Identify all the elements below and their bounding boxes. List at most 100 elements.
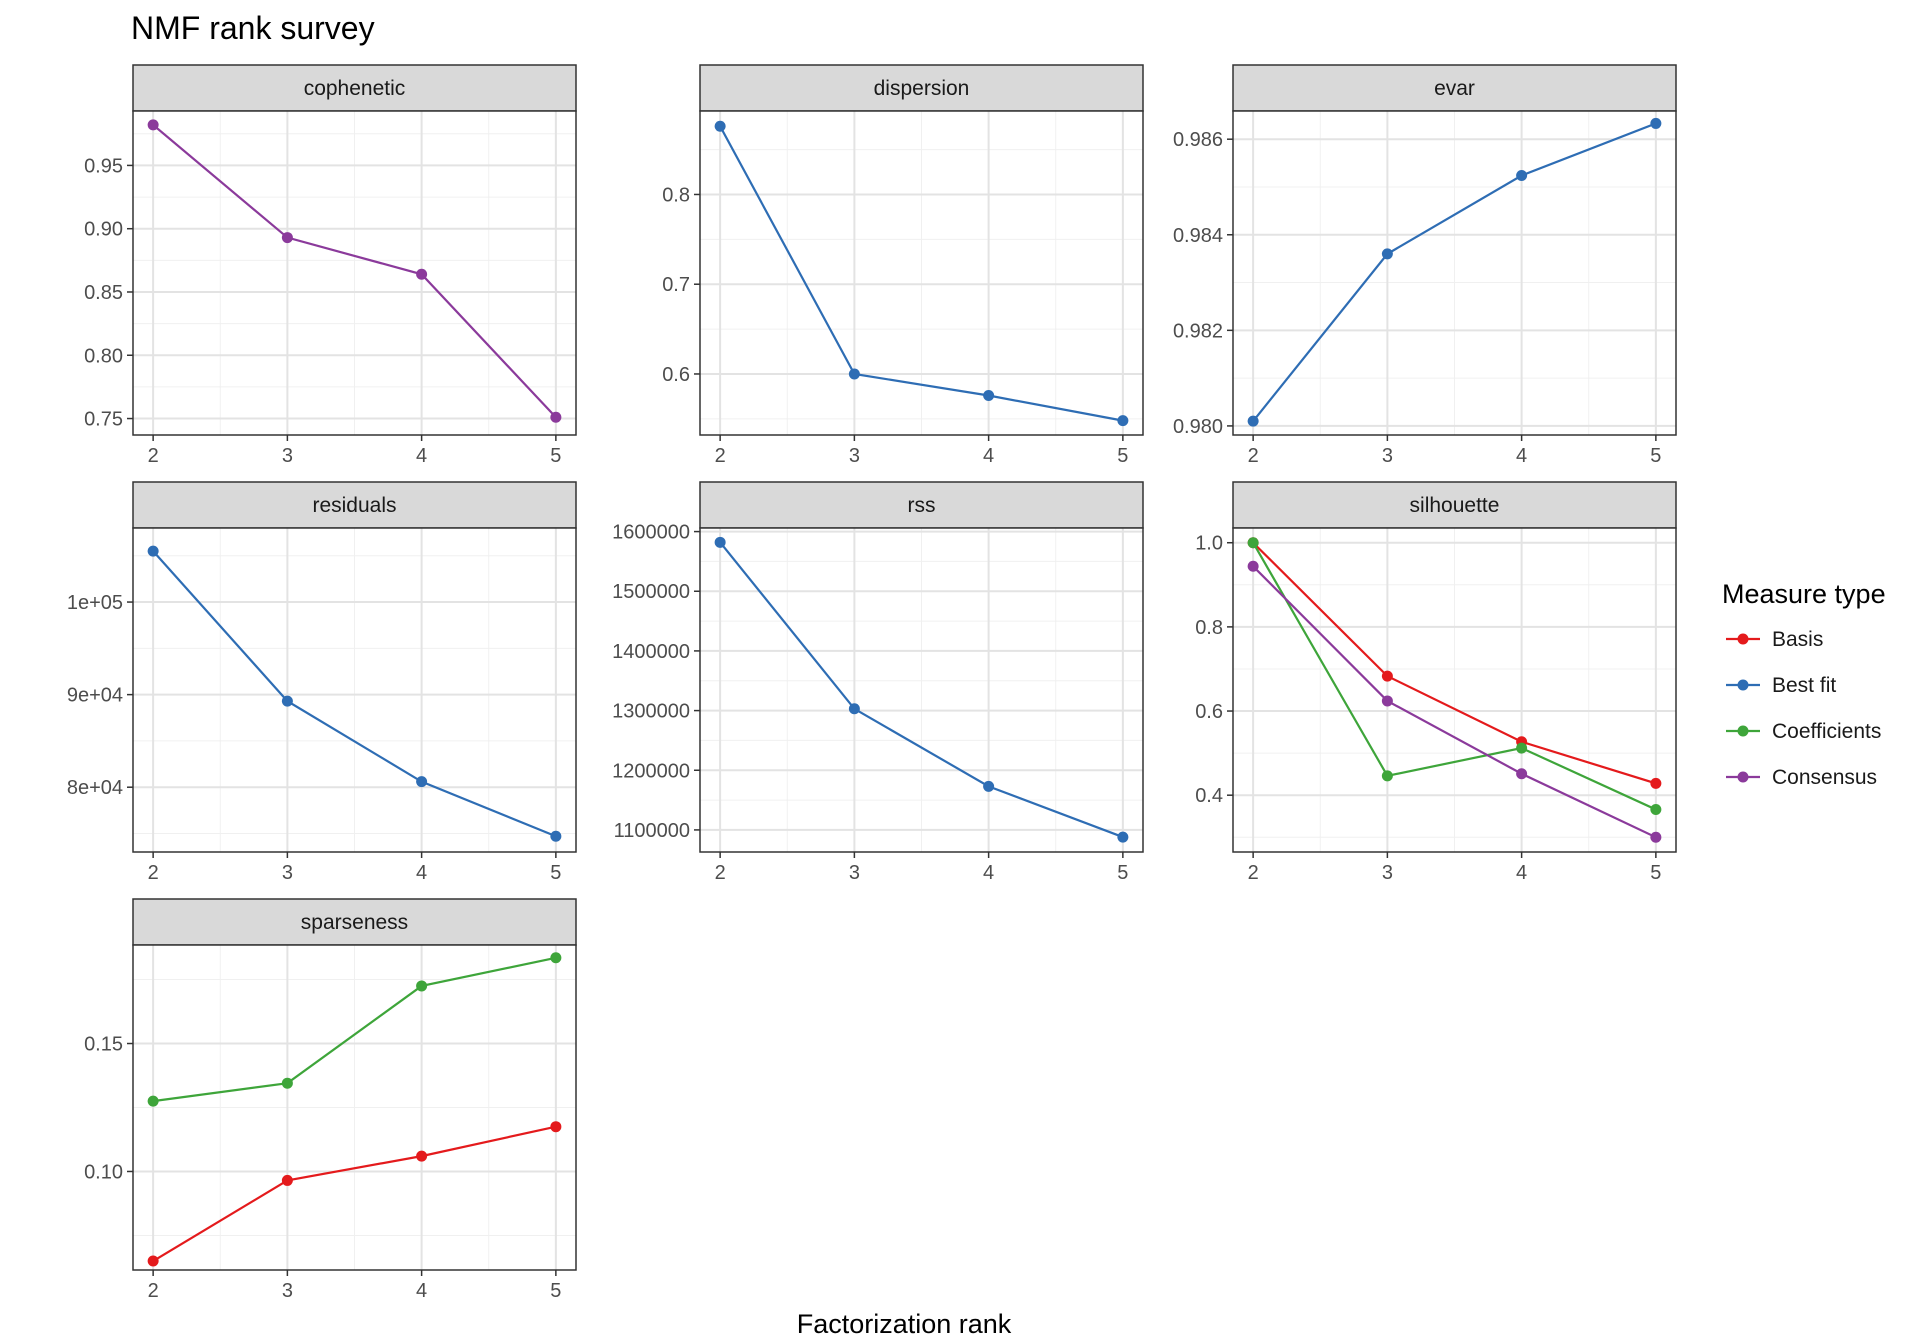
legend-item: Best fit [1726, 674, 1836, 697]
panel-border [699, 527, 1144, 853]
data-point [416, 268, 428, 280]
series-consensus [1247, 560, 1662, 843]
facet-strip-label: evar [1434, 77, 1475, 100]
data-point [550, 1121, 562, 1133]
legend-key-point [1737, 725, 1749, 737]
x-tick-label: 5 [550, 862, 561, 884]
y-tick-label: 1.0 [1195, 533, 1223, 555]
grid-lines [1233, 111, 1676, 435]
y-tick-label: 0.10 [84, 1161, 123, 1183]
data-point [147, 119, 159, 131]
panel-sparseness: sparseness 0.10 0.15 2 3 4 5 [84, 898, 577, 1302]
panel-silhouette: silhouette 0.4 0.6 0.8 1.0 2 3 4 5 [1195, 481, 1677, 884]
data-point [281, 695, 293, 707]
x-tick-label: 4 [1516, 862, 1527, 884]
data-point [416, 776, 428, 788]
x-tick-label: 3 [282, 1280, 293, 1302]
legend-label: Best fit [1772, 674, 1836, 697]
panel-border [132, 944, 577, 1271]
legend-key-point [1737, 633, 1749, 645]
facet-strip [699, 481, 1144, 529]
y-tick-label: 0.80 [84, 345, 123, 367]
data-point [1650, 831, 1662, 843]
data-point [281, 1174, 293, 1186]
series-consensus [147, 119, 562, 423]
panel-border [1232, 527, 1677, 853]
legend-item: Coefficients [1726, 720, 1881, 743]
series-best-fit [1247, 117, 1662, 427]
data-point [1117, 415, 1129, 427]
panel-residuals: residuals 8e+04 9e+04 1e+05 2 3 4 5 [67, 481, 577, 884]
y-tick-label: 0.90 [84, 219, 123, 241]
x-tick-label: 5 [1117, 862, 1128, 884]
x-tick-label: 3 [282, 445, 293, 467]
data-point [281, 1077, 293, 1089]
panel-cophenetic: cophenetic 0.75 0.80 0.85 0.90 0.95 2 3 4 5 [84, 64, 577, 467]
panel-dispersion: dispersion 0.6 0.7 0.8 2 3 4 5 [662, 64, 1144, 467]
legend-title: Measure type [1722, 579, 1886, 609]
x-tick-label: 5 [1650, 445, 1661, 467]
data-point [147, 545, 159, 557]
legend: Measure type Basis Best fit Coefficients Co… [1722, 579, 1886, 789]
x-tick-label: 2 [1248, 445, 1259, 467]
grid-lines [700, 111, 1143, 435]
y-tick-label: 0.15 [84, 1034, 123, 1056]
data-point [1650, 777, 1662, 789]
y-tick-label: 0.75 [84, 409, 123, 431]
y-tick-label: 0.8 [1195, 617, 1223, 639]
grid-lines [133, 945, 576, 1270]
series-best-fit [147, 545, 562, 842]
series-line [1252, 565, 1657, 839]
y-tick-label: 1600000 [612, 522, 690, 544]
y-tick-label: 1300000 [612, 701, 690, 723]
series-line [152, 550, 557, 838]
y-tick-label: 1200000 [612, 760, 690, 782]
data-point [416, 980, 428, 992]
data-point [1381, 770, 1393, 782]
data-point [550, 952, 562, 964]
facet-strip-label: dispersion [874, 77, 970, 100]
grid-lines [133, 111, 576, 435]
legend-key-point [1737, 771, 1749, 783]
series-line [1252, 542, 1657, 811]
y-tick-label: 1e+05 [67, 592, 123, 614]
data-point [550, 411, 562, 423]
x-tick-label: 4 [1516, 445, 1527, 467]
y-tick-label: 1100000 [614, 820, 690, 842]
facet-strip [132, 898, 577, 946]
data-point [1247, 415, 1259, 427]
series-basis [147, 1121, 562, 1267]
data-point [1381, 670, 1393, 682]
x-tick-label: 5 [550, 1280, 561, 1302]
facet-strip-label: rss [908, 494, 936, 517]
facet-strip-label: cophenetic [304, 77, 406, 100]
y-tick-label: 0.980 [1173, 416, 1223, 438]
legend-label: Basis [1772, 628, 1823, 651]
y-tick-label: 0.85 [84, 282, 123, 304]
data-point [983, 390, 995, 402]
x-tick-label: 2 [1248, 862, 1259, 884]
y-tick-label: 0.6 [1195, 701, 1223, 723]
y-tick-label: 0.986 [1173, 129, 1223, 151]
data-point [147, 1255, 159, 1267]
series-line [152, 956, 557, 1103]
grid-lines [133, 528, 576, 852]
data-point [1381, 248, 1393, 260]
x-tick-label: 5 [550, 445, 561, 467]
x-tick-label: 5 [1650, 862, 1661, 884]
data-point [1516, 742, 1528, 754]
x-tick-label: 5 [1117, 445, 1128, 467]
grid-lines [700, 528, 1143, 852]
data-point [1516, 170, 1528, 182]
panel-rss: rss 1100000 1200000 1300000 1400000 1500000 16… [612, 481, 1144, 884]
data-point [1117, 831, 1129, 843]
facet-strip [699, 64, 1144, 112]
panel-border [132, 527, 577, 853]
data-point [1247, 537, 1259, 549]
grid-lines [1233, 528, 1676, 852]
x-tick-label: 4 [416, 1280, 427, 1302]
x-tick-label: 3 [1382, 445, 1393, 467]
data-point [714, 536, 726, 548]
y-tick-label: 0.7 [662, 274, 690, 296]
